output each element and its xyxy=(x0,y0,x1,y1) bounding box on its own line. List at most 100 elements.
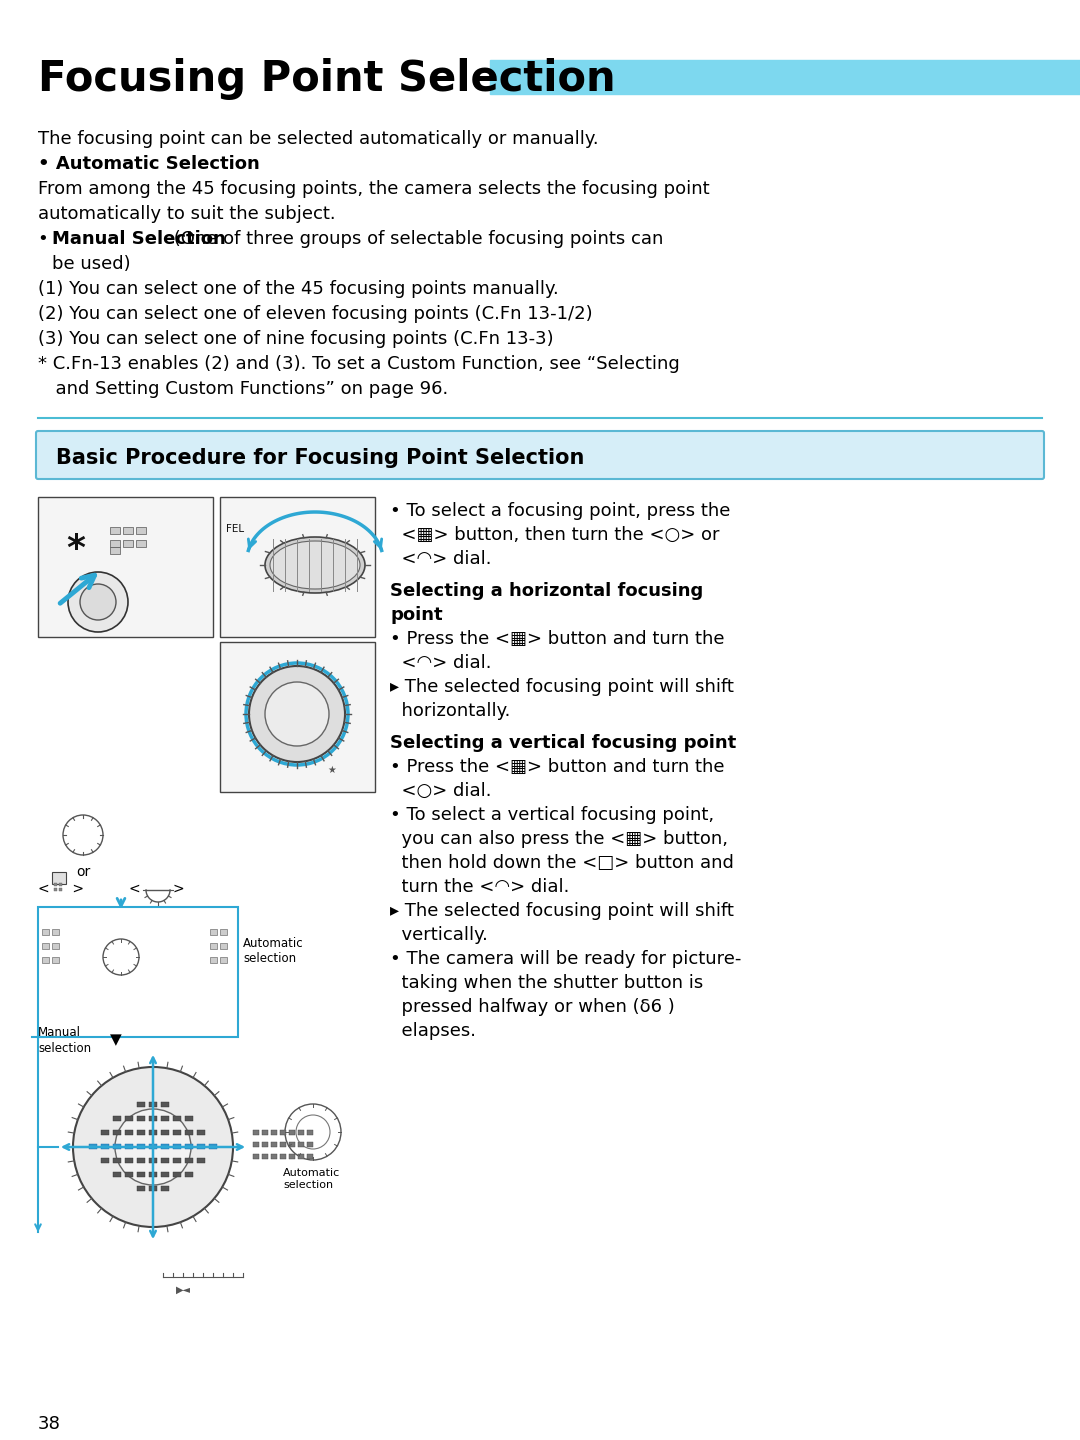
Bar xyxy=(298,1130,303,1135)
Bar xyxy=(271,1153,276,1159)
Text: • To select a focusing point, press the: • To select a focusing point, press the xyxy=(390,503,730,520)
Bar xyxy=(185,1143,193,1149)
Text: and Setting Custom Functions” on page 96.: and Setting Custom Functions” on page 96… xyxy=(44,380,448,397)
Bar xyxy=(59,883,62,886)
Text: From among the 45 focusing points, the camera selects the focusing point: From among the 45 focusing points, the c… xyxy=(38,180,710,199)
Bar xyxy=(89,1143,97,1149)
Bar xyxy=(52,873,66,884)
Text: ★: ★ xyxy=(327,765,336,775)
Bar xyxy=(149,1143,157,1149)
Text: ▶◄: ▶◄ xyxy=(175,1284,190,1295)
Bar xyxy=(42,929,49,935)
Bar xyxy=(173,1143,181,1149)
Bar xyxy=(38,907,238,1037)
Text: *: * xyxy=(67,531,85,566)
FancyBboxPatch shape xyxy=(36,431,1044,480)
Bar xyxy=(262,1142,268,1148)
Bar xyxy=(161,1187,168,1191)
Bar xyxy=(123,527,133,534)
Text: Selecting a horizontal focusing: Selecting a horizontal focusing xyxy=(390,582,703,600)
Bar xyxy=(137,1158,145,1164)
Bar xyxy=(149,1130,157,1135)
Text: Basic Procedure for Focusing Point Selection: Basic Procedure for Focusing Point Selec… xyxy=(56,448,584,468)
Bar xyxy=(280,1142,286,1148)
Bar xyxy=(490,60,1080,94)
Bar xyxy=(125,1143,133,1149)
Bar xyxy=(113,1158,121,1164)
Text: taking when the shutter button is: taking when the shutter button is xyxy=(390,973,703,992)
Bar xyxy=(220,943,227,949)
Bar xyxy=(161,1102,168,1107)
Circle shape xyxy=(73,1067,233,1227)
Circle shape xyxy=(68,572,129,632)
Bar xyxy=(262,1130,268,1135)
Text: Selecting a vertical focusing point: Selecting a vertical focusing point xyxy=(390,734,737,752)
Bar xyxy=(271,1142,276,1148)
Bar xyxy=(210,943,217,949)
Ellipse shape xyxy=(265,537,365,593)
Bar xyxy=(113,1172,121,1176)
Bar xyxy=(161,1172,168,1176)
Text: ▸ The selected focusing point will shift: ▸ The selected focusing point will shift xyxy=(390,901,734,920)
Bar xyxy=(52,929,59,935)
Bar xyxy=(137,1116,145,1120)
Bar xyxy=(125,1130,133,1135)
Bar xyxy=(102,1130,109,1135)
Bar xyxy=(42,958,49,963)
Bar xyxy=(149,1187,157,1191)
Bar xyxy=(102,1158,109,1164)
Bar xyxy=(289,1142,295,1148)
Bar xyxy=(54,883,57,886)
Text: (2) You can select one of eleven focusing points (C.Fn 13-1/2): (2) You can select one of eleven focusin… xyxy=(38,305,593,323)
Bar xyxy=(253,1130,259,1135)
Bar xyxy=(197,1130,205,1135)
Bar xyxy=(137,1187,145,1191)
Text: be used): be used) xyxy=(52,255,131,274)
Bar xyxy=(52,943,59,949)
Text: Automatic
selection: Automatic selection xyxy=(243,937,303,965)
Bar xyxy=(185,1116,193,1120)
Text: 38: 38 xyxy=(38,1416,60,1433)
Bar xyxy=(185,1172,193,1176)
Text: <: < xyxy=(129,881,139,896)
Bar xyxy=(271,1130,276,1135)
Bar xyxy=(197,1143,205,1149)
Text: or: or xyxy=(76,865,90,878)
Bar xyxy=(161,1143,168,1149)
Text: • Press the <▦> button and turn the: • Press the <▦> button and turn the xyxy=(390,631,725,648)
Bar xyxy=(161,1158,168,1164)
Bar xyxy=(307,1130,313,1135)
Text: <◠> dial.: <◠> dial. xyxy=(390,654,491,672)
Bar xyxy=(59,888,62,891)
Text: elapses.: elapses. xyxy=(390,1022,476,1040)
Circle shape xyxy=(265,683,329,746)
Text: turn the <◠> dial.: turn the <◠> dial. xyxy=(390,878,569,896)
Bar xyxy=(220,929,227,935)
Bar xyxy=(298,1153,303,1159)
Bar xyxy=(173,1158,181,1164)
Text: ▸ The selected focusing point will shift: ▸ The selected focusing point will shift xyxy=(390,678,734,696)
Circle shape xyxy=(80,585,116,621)
Text: automatically to suit the subject.: automatically to suit the subject. xyxy=(38,204,336,223)
Bar xyxy=(210,929,217,935)
Text: pressed halfway or when (δ6 ): pressed halfway or when (δ6 ) xyxy=(390,998,675,1017)
Bar xyxy=(113,1130,121,1135)
Bar xyxy=(210,1143,217,1149)
Bar xyxy=(136,540,146,547)
Bar xyxy=(110,547,120,554)
Bar xyxy=(210,958,217,963)
Bar xyxy=(125,1116,133,1120)
Bar xyxy=(280,1130,286,1135)
Text: <▦> button, then turn the <○> or: <▦> button, then turn the <○> or xyxy=(390,526,719,544)
Text: point: point xyxy=(390,606,443,624)
Text: • Automatic Selection: • Automatic Selection xyxy=(38,156,260,173)
Bar xyxy=(54,888,57,891)
Text: <○> dial.: <○> dial. xyxy=(390,782,491,801)
Bar xyxy=(307,1153,313,1159)
Bar xyxy=(173,1116,181,1120)
Bar xyxy=(149,1172,157,1176)
Text: (3) You can select one of nine focusing points (C.Fn 13-3): (3) You can select one of nine focusing … xyxy=(38,330,554,348)
Text: Manual: Manual xyxy=(38,1025,81,1040)
Text: >: > xyxy=(173,881,185,896)
Text: selection: selection xyxy=(38,1043,91,1056)
